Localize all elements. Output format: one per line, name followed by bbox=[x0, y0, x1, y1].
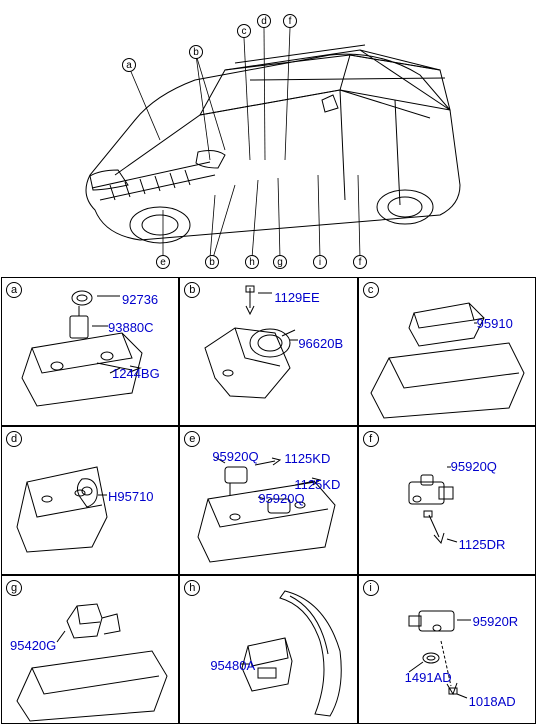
cell-b: b 1129EE bbox=[179, 277, 357, 426]
callout-b-top: b bbox=[189, 45, 203, 59]
callout-h-bot: h bbox=[245, 255, 259, 269]
callout-g-bot: g bbox=[273, 255, 287, 269]
cell-h: h 95480A bbox=[179, 575, 357, 724]
callout-e-bot: e bbox=[156, 255, 170, 269]
vehicle-panel: a b c d f e b h g i f bbox=[0, 0, 537, 275]
part-label: 1018AD bbox=[469, 694, 516, 709]
part-label: 1125DR bbox=[459, 537, 506, 552]
callout-d-top: d bbox=[257, 14, 271, 28]
part-label: 95480A bbox=[210, 658, 255, 673]
cell-f: f 95920Q 1125DR bbox=[358, 426, 536, 575]
part-label: 96620B bbox=[298, 336, 343, 351]
part-label: H95710 bbox=[108, 489, 154, 504]
parts-grid: a bbox=[1, 277, 536, 724]
cell-c-art bbox=[359, 278, 536, 426]
cell-b-art bbox=[180, 278, 357, 426]
part-label: 1125KD bbox=[284, 451, 330, 466]
cell-e: e 95920Q bbox=[179, 426, 357, 575]
part-label: 92736 bbox=[122, 292, 158, 307]
callout-a-top: a bbox=[122, 58, 136, 72]
part-label: 95920R bbox=[473, 614, 519, 629]
part-label: 95420G bbox=[10, 638, 56, 653]
callout-i-bot: i bbox=[313, 255, 327, 269]
part-label: 95920Q bbox=[258, 491, 304, 506]
diagram-frame: a b c d f e b h g i f a bbox=[0, 0, 537, 727]
vehicle-illustration bbox=[0, 0, 537, 275]
part-label: 1125KD bbox=[294, 477, 340, 492]
part-label: 1129EE bbox=[274, 290, 319, 305]
cell-i: i 95920R bbox=[358, 575, 536, 724]
cell-d: d H95710 bbox=[1, 426, 179, 575]
part-label: 95910 bbox=[477, 316, 513, 331]
part-label: 1491AD bbox=[405, 670, 452, 685]
callout-b-bot: b bbox=[205, 255, 219, 269]
cell-c: c 95910 bbox=[358, 277, 536, 426]
cell-a: a bbox=[1, 277, 179, 426]
callout-f-bot: f bbox=[353, 255, 367, 269]
cell-h-art bbox=[180, 576, 357, 724]
callout-c-top: c bbox=[237, 24, 251, 38]
part-label: 1244BG bbox=[112, 366, 160, 381]
part-label: 93880C bbox=[108, 320, 154, 335]
cell-g: g 95420G bbox=[1, 575, 179, 724]
callout-f-top: f bbox=[283, 14, 297, 28]
part-label: 95920Q bbox=[451, 459, 497, 474]
part-label: 95920Q bbox=[212, 449, 258, 464]
cell-f-art bbox=[359, 427, 536, 575]
